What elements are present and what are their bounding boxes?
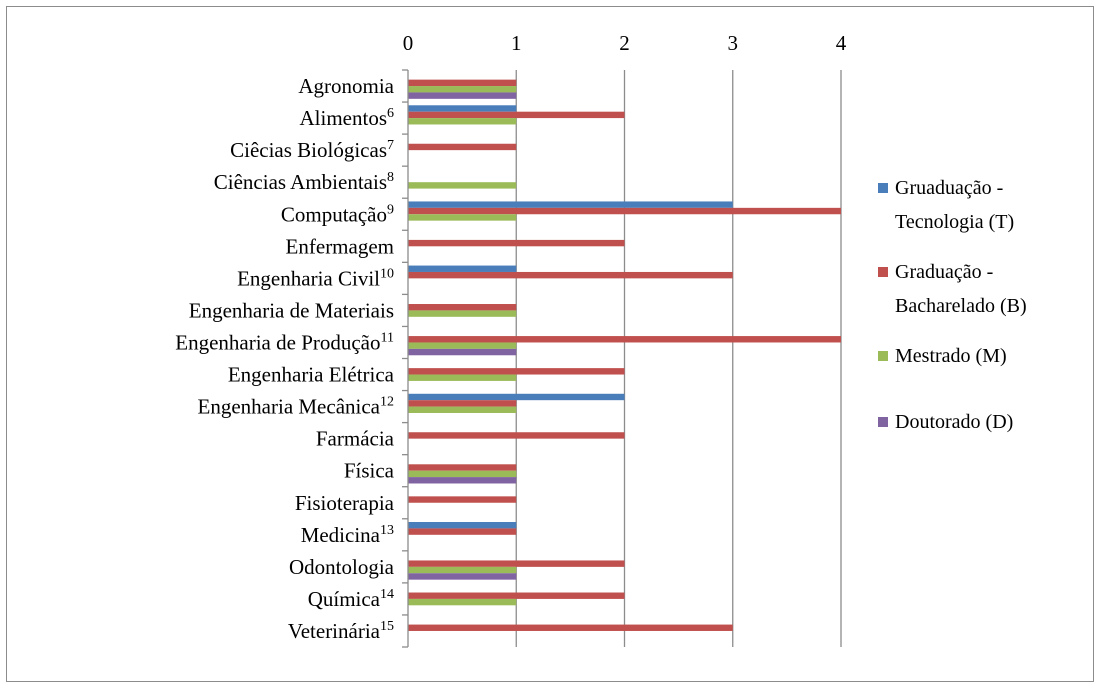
bar	[408, 560, 625, 567]
legend-swatch	[878, 183, 888, 193]
bar	[408, 406, 517, 413]
category-label: Veterinária15	[288, 619, 394, 643]
bar	[408, 470, 517, 478]
category-label: Engenharia Elétrica	[228, 363, 395, 387]
bar	[408, 265, 517, 272]
bar	[408, 477, 517, 484]
category-label: Ciêcias Biológicas7	[230, 138, 394, 162]
legend-label: Mestrado (M)	[895, 345, 1007, 367]
x-tick-label: 0	[403, 31, 414, 55]
legend-label: Doutorado (D)	[895, 411, 1013, 433]
bar	[408, 207, 841, 215]
category-label: Alimentos6	[300, 106, 395, 130]
x-tick-label: 2	[619, 31, 630, 55]
category-label: Fisioterapia	[295, 491, 395, 515]
legend-label: Bacharelado (B)	[895, 295, 1027, 317]
category-label: Química14	[308, 587, 394, 611]
bar	[408, 239, 625, 247]
legend-label: Gruaduação -	[895, 177, 1003, 199]
category-label: Ciências Ambientais8	[214, 170, 394, 194]
bar	[408, 496, 517, 503]
category-label: Engenharia Civil10	[237, 266, 394, 290]
legend-swatch	[878, 267, 888, 277]
bar	[408, 566, 517, 574]
legend-swatch	[878, 351, 888, 361]
legend-label: Graduação -	[895, 261, 993, 283]
x-tick-label: 4	[836, 31, 847, 55]
bar	[408, 86, 517, 93]
category-label: Agronomia	[298, 74, 394, 98]
category-label: Engenharia de Produção11	[175, 330, 394, 354]
bar	[408, 374, 517, 381]
bar	[408, 573, 517, 580]
bar	[408, 348, 517, 356]
x-tick-label: 1	[511, 31, 522, 55]
category-label: Farmácia	[316, 427, 395, 451]
bar	[408, 182, 517, 189]
bar	[408, 624, 733, 631]
category-label: Medicina13	[301, 523, 394, 547]
bar	[408, 304, 517, 311]
bar	[408, 271, 733, 279]
bar	[408, 214, 517, 221]
bar	[408, 592, 625, 599]
category-label: Computação9	[281, 202, 394, 226]
bar	[408, 432, 625, 439]
bar	[408, 522, 517, 529]
category-label: Odontologia	[289, 555, 395, 579]
legend-label: Tecnologia (T)	[895, 211, 1014, 233]
bar	[408, 105, 517, 112]
bar	[408, 368, 625, 375]
category-label: Física	[344, 459, 395, 483]
chart-frame	[6, 6, 1094, 682]
bar	[408, 118, 517, 125]
bar	[408, 310, 517, 317]
bar	[408, 400, 517, 407]
bar	[408, 598, 517, 606]
category-label: Enfermagem	[286, 234, 394, 258]
bar	[408, 342, 517, 349]
category-label: Engenharia Mecânica12	[198, 395, 394, 419]
bar	[408, 92, 517, 99]
bar	[408, 79, 517, 87]
bar	[408, 336, 841, 343]
legend-swatch	[878, 417, 888, 427]
bar	[408, 201, 733, 208]
bar	[408, 393, 625, 401]
category-label: Engenharia de Materiais	[189, 298, 394, 322]
x-tick-label: 3	[728, 31, 739, 55]
bar	[408, 528, 517, 535]
bar	[408, 143, 517, 151]
bar	[408, 111, 625, 119]
bar	[408, 464, 517, 471]
